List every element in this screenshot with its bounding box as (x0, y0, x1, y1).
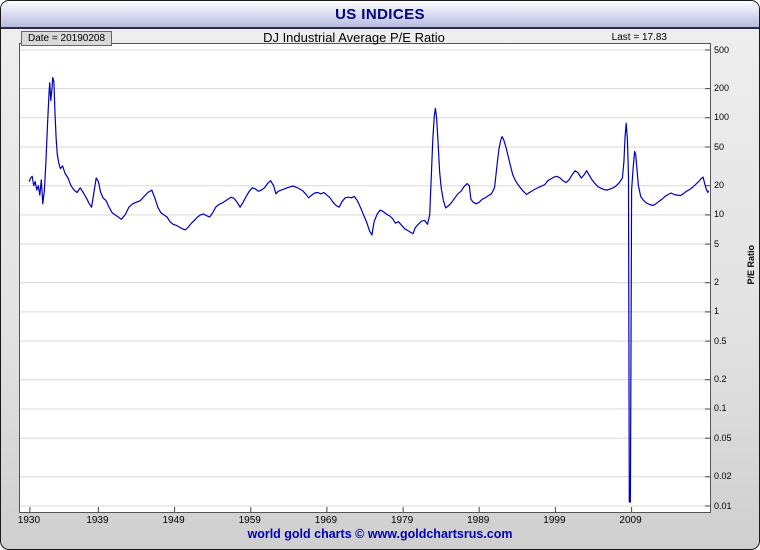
x-tick-label: 2009 (619, 515, 642, 526)
x-tick-label: 1999 (543, 515, 566, 526)
y-tick-label: 10 (714, 209, 725, 220)
x-tick-label: 1969 (314, 515, 338, 526)
x-tick-label: 1930 (17, 515, 41, 526)
y-tick-label: 500 (714, 44, 730, 55)
page-title: US INDICES (335, 5, 425, 23)
y-tick-label: 0.01 (714, 500, 732, 511)
y-tick-label: 0.05 (714, 432, 732, 443)
header-bar: US INDICES (1, 1, 759, 29)
y-tick-label: 0.5 (714, 335, 727, 346)
x-tick-label: 1989 (467, 515, 490, 526)
plot-svg (20, 49, 710, 512)
footer-credit: world gold charts © www.goldchartsrus.co… (247, 527, 513, 541)
x-tick-label: 1949 (162, 515, 185, 526)
y-tick-label: 0.02 (714, 471, 732, 482)
y-tick-label: 20 (714, 180, 725, 191)
y-tick-label: 50 (714, 141, 725, 152)
y-tick-label: 0.1 (714, 403, 727, 414)
y-axis-title: P/E Ratio (746, 245, 756, 285)
x-tick-label: 1939 (86, 515, 109, 526)
x-tick-label: 1979 (390, 515, 414, 526)
y-tick-label: 5 (714, 238, 720, 249)
last-value-label: Last = 17.83 (611, 32, 667, 43)
y-tick-label: 0.2 (714, 374, 727, 385)
y-tick-label: 100 (714, 112, 730, 123)
pe-ratio-line (28, 76, 710, 503)
x-tick-label: 1959 (238, 515, 261, 526)
date-label: Date = 20190208 (21, 31, 113, 46)
chart-title: DJ Industrial Average P/E Ratio (263, 30, 445, 45)
y-tick-label: 1 (714, 306, 720, 317)
y-tick-label: 2 (714, 277, 720, 288)
y-tick-label: 200 (714, 83, 730, 94)
plot-area (19, 43, 711, 513)
